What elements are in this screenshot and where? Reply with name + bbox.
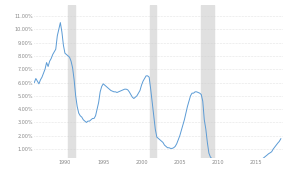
- Bar: [68, 5, 75, 158]
- Bar: [201, 5, 214, 158]
- Bar: [150, 5, 156, 158]
